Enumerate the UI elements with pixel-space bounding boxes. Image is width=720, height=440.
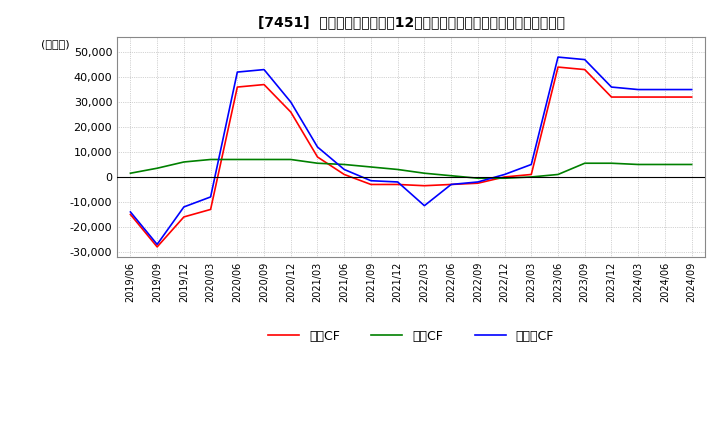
営業CF [634,95,642,100]
投資CF [233,157,242,162]
営業CF [393,182,402,187]
投資CF [447,173,456,178]
営業CF [660,95,669,100]
投資CF [474,176,482,181]
営業CF [287,110,295,115]
投資CF [580,161,589,166]
営業CF [233,84,242,90]
投資CF [126,171,135,176]
営業CF [554,64,562,70]
投資CF [207,157,215,162]
フリーCF [287,99,295,105]
投資CF [607,161,616,166]
営業CF [179,214,188,220]
投資CF [554,172,562,177]
フリーCF [233,70,242,75]
投資CF [660,162,669,167]
投資CF [287,157,295,162]
営業CF [420,183,428,188]
フリーCF [179,204,188,209]
営業CF [500,174,509,180]
フリーCF [688,87,696,92]
営業CF [366,182,375,187]
営業CF [313,154,322,160]
フリーCF [260,67,269,72]
フリーCF [474,180,482,185]
投資CF [366,164,375,169]
Line: 営業CF: 営業CF [130,67,692,247]
フリーCF [126,209,135,215]
営業CF [340,172,348,177]
投資CF [527,174,536,180]
フリーCF [366,178,375,183]
投資CF [340,162,348,167]
フリーCF [393,180,402,185]
投資CF [634,162,642,167]
フリーCF [153,242,161,247]
フリーCF [527,162,536,167]
フリーCF [554,55,562,60]
フリーCF [313,144,322,150]
フリーCF [580,57,589,62]
フリーCF [340,167,348,172]
営業CF [126,212,135,217]
営業CF [260,82,269,87]
フリーCF [420,203,428,208]
フリーCF [660,87,669,92]
営業CF [607,95,616,100]
営業CF [688,95,696,100]
営業CF [153,244,161,249]
投資CF [420,171,428,176]
投資CF [313,161,322,166]
投資CF [179,159,188,165]
営業CF [447,182,456,187]
投資CF [393,167,402,172]
フリーCF [634,87,642,92]
営業CF [207,207,215,212]
投資CF [260,157,269,162]
営業CF [527,172,536,177]
Legend: 営業CF, 投資CF, フリーCF: 営業CF, 投資CF, フリーCF [263,325,559,348]
フリーCF [207,194,215,200]
Line: 投資CF: 投資CF [130,159,692,178]
Title: [7451]  キャッシュフローの12か月移動合計の対前年同期増減額の推移: [7451] キャッシュフローの12か月移動合計の対前年同期増減額の推移 [258,15,564,29]
営業CF [580,67,589,72]
営業CF [474,180,482,186]
フリーCF [447,182,456,187]
Line: フリーCF: フリーCF [130,57,692,244]
投資CF [500,176,509,181]
フリーCF [500,172,509,177]
フリーCF [607,84,616,90]
投資CF [153,165,161,171]
投資CF [688,162,696,167]
Y-axis label: (百万円): (百万円) [42,39,70,49]
